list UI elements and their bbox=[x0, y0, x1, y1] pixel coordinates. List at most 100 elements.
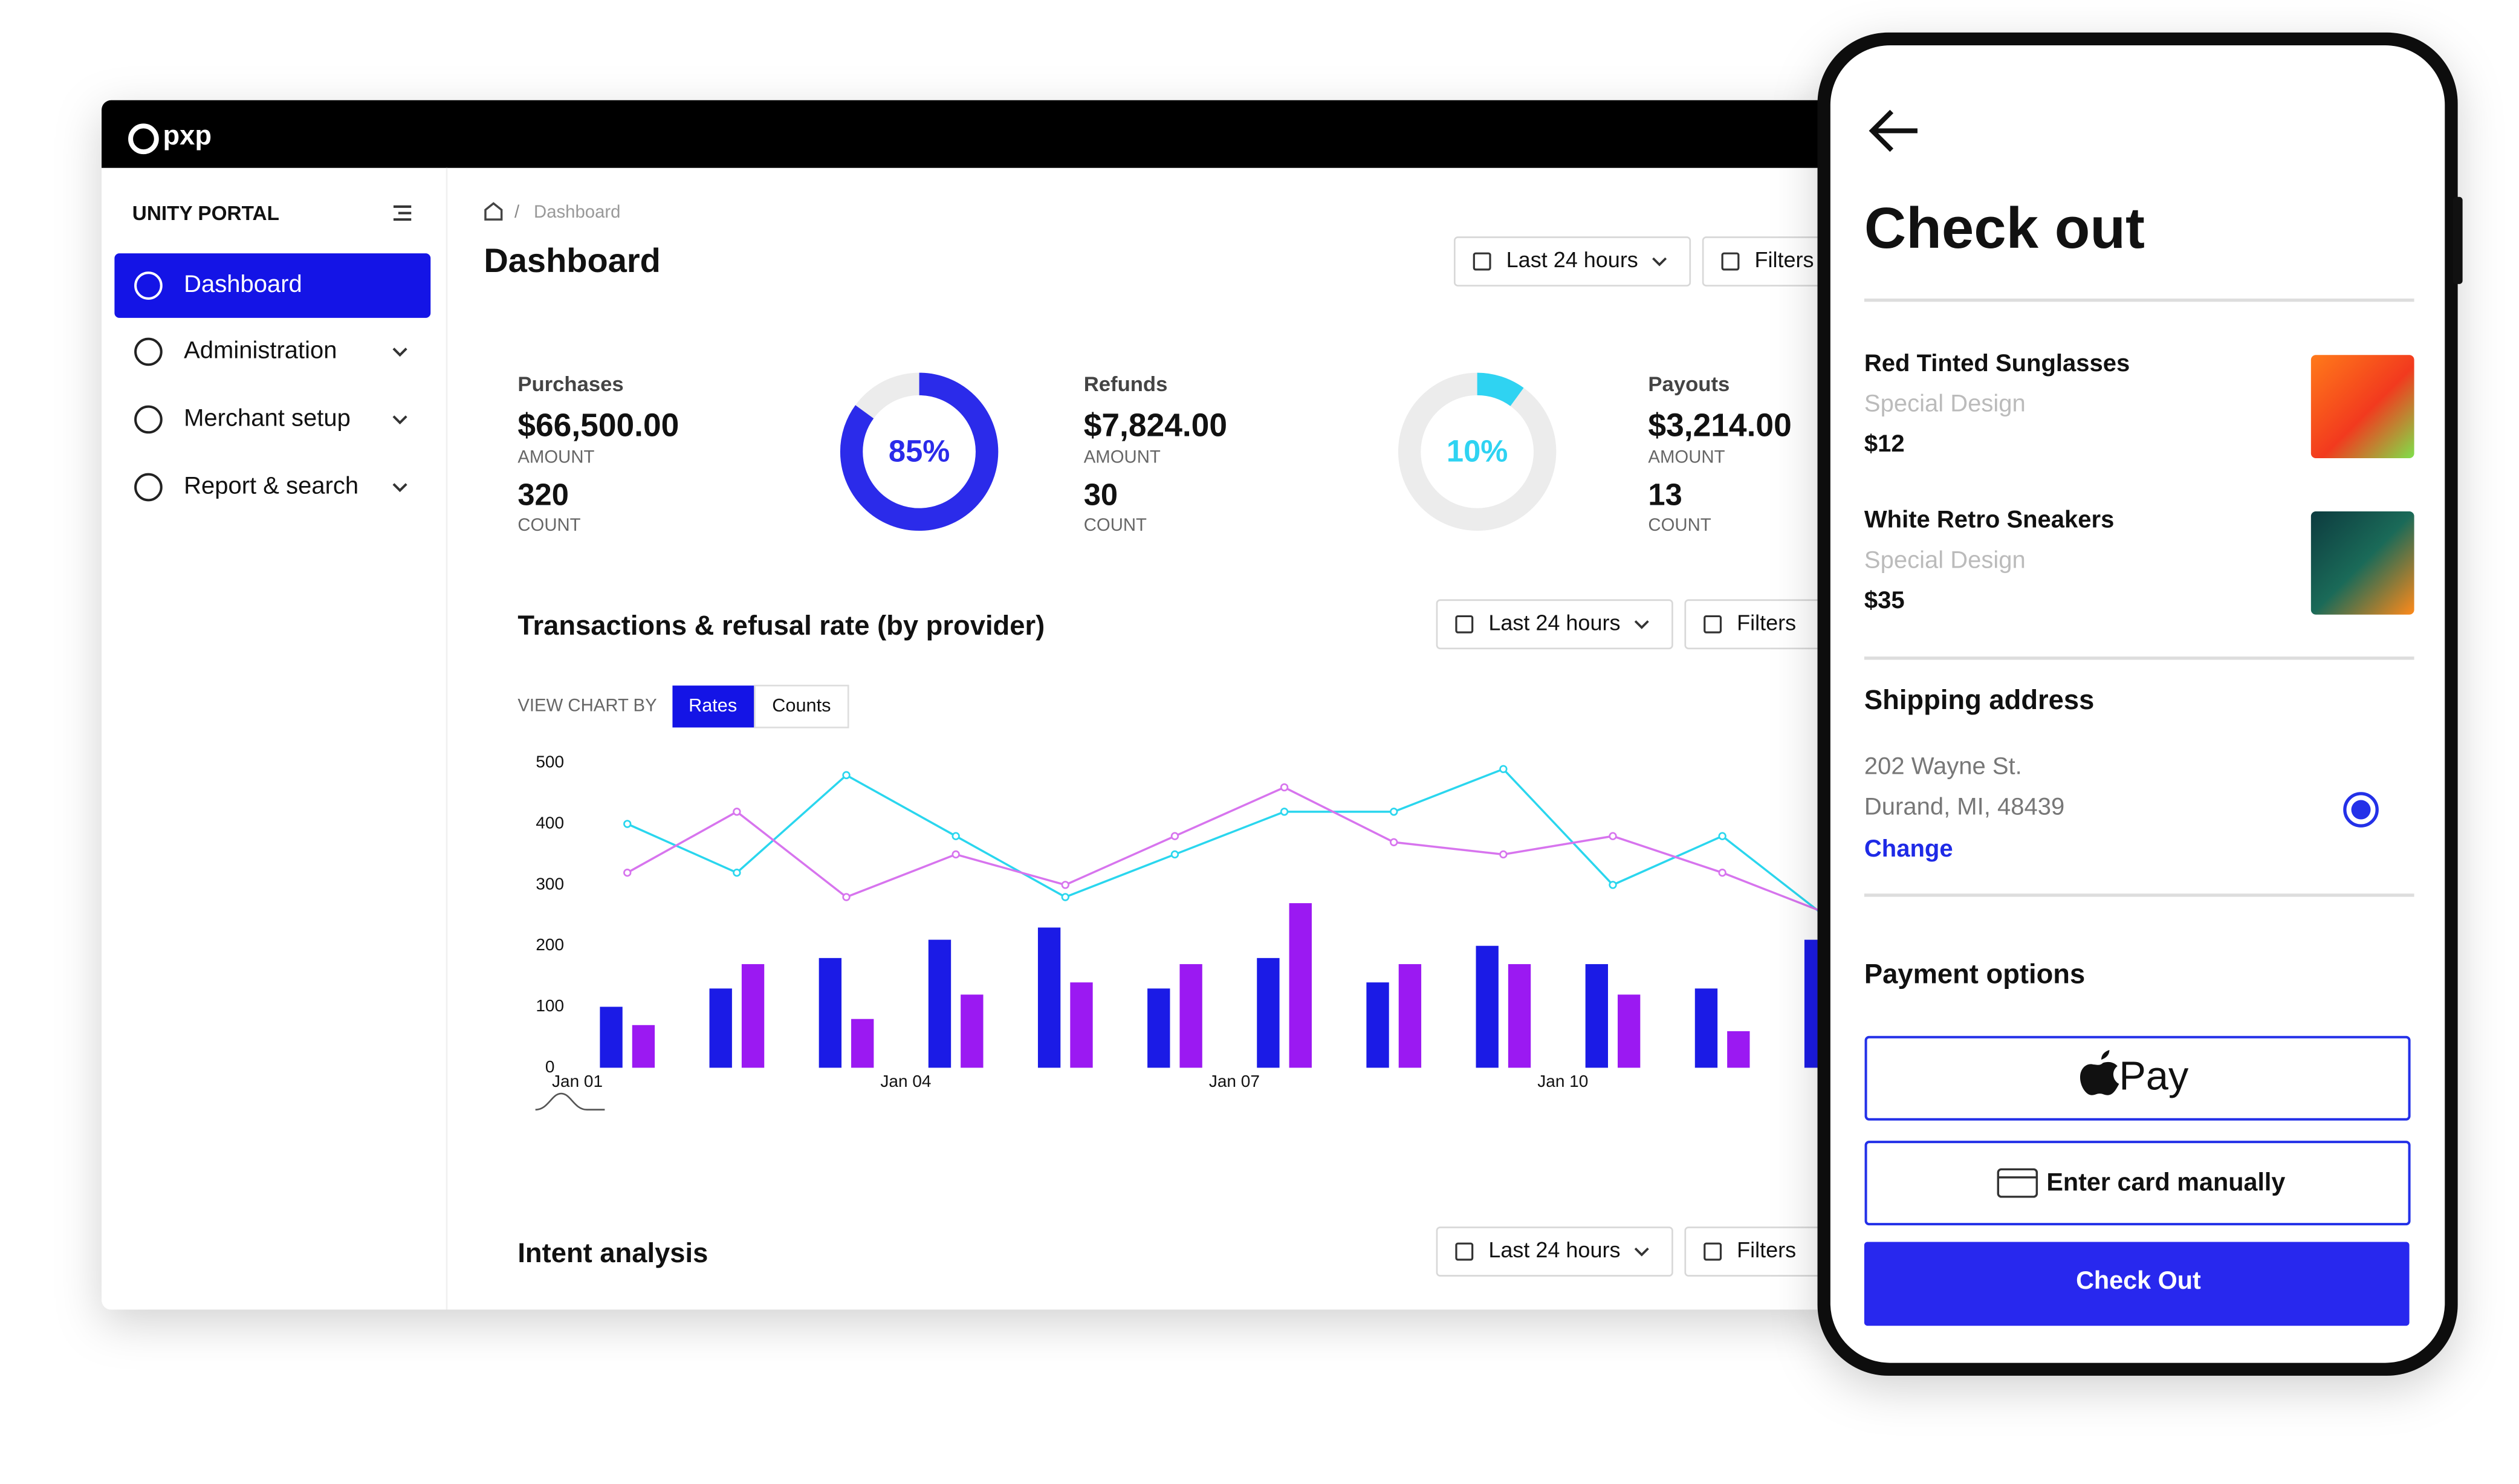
line-point bbox=[1061, 893, 1069, 901]
stat-amount: $66,500.00 bbox=[517, 407, 679, 443]
dropdown-label: Last 24 hours bbox=[1488, 1237, 1620, 1262]
bar bbox=[1366, 982, 1389, 1068]
line-point bbox=[1390, 838, 1398, 846]
checkout-title: Check out bbox=[1864, 196, 2145, 261]
card-button[interactable] bbox=[1864, 1141, 2411, 1226]
bar bbox=[709, 988, 732, 1068]
nav-icon bbox=[134, 271, 163, 300]
bar bbox=[1618, 994, 1641, 1068]
line-point bbox=[733, 808, 741, 816]
y-tick-label: 400 bbox=[536, 813, 564, 832]
line-point bbox=[1718, 869, 1726, 877]
logo: pxp bbox=[163, 120, 212, 151]
nav-icon bbox=[134, 337, 163, 366]
bar bbox=[819, 957, 842, 1068]
page-title: Dashboard bbox=[484, 241, 661, 279]
nav-icon bbox=[134, 473, 163, 502]
line-point bbox=[842, 893, 851, 901]
back-arrow[interactable] bbox=[1869, 109, 1918, 152]
stat-count-label: COUNT bbox=[517, 515, 580, 535]
line-point bbox=[842, 771, 851, 780]
bar bbox=[1257, 957, 1280, 1068]
line-point bbox=[1609, 881, 1617, 889]
checkout-button[interactable] bbox=[1864, 1242, 2410, 1326]
line-point bbox=[1280, 783, 1289, 792]
bar bbox=[1508, 964, 1531, 1068]
line-point bbox=[733, 869, 741, 877]
chevron bbox=[1652, 257, 1667, 267]
line-point bbox=[623, 820, 632, 828]
product-image bbox=[2310, 511, 2414, 615]
breadcrumb: Dashboard bbox=[534, 202, 620, 222]
line-point bbox=[1061, 881, 1069, 889]
toggle-inactive[interactable] bbox=[754, 684, 849, 728]
bar bbox=[600, 1006, 623, 1068]
bar bbox=[1289, 903, 1312, 1068]
item-subtitle: Special Design bbox=[1864, 546, 2026, 573]
toggle-label: Counts bbox=[772, 695, 831, 716]
dropdown-label: Filters bbox=[1754, 247, 1814, 272]
item-name: White Retro Sneakers bbox=[1864, 507, 2114, 533]
change-link[interactable]: Change bbox=[1864, 835, 1953, 862]
donut-arc bbox=[840, 372, 999, 531]
breadcrumb-sep: / bbox=[514, 202, 520, 222]
y-tick-label: 100 bbox=[536, 996, 564, 1015]
stat-count-label: COUNT bbox=[1084, 515, 1147, 535]
view-by-label: VIEW CHART BY bbox=[517, 696, 656, 716]
section-title: Payment options bbox=[1864, 958, 2085, 989]
line-point bbox=[1170, 832, 1179, 840]
stat-amount-label: AMOUNT bbox=[517, 447, 594, 467]
donut-label: 10% bbox=[1447, 433, 1508, 468]
line-point bbox=[952, 850, 960, 859]
phone-screen bbox=[1830, 45, 2445, 1363]
apple-pay-button[interactable] bbox=[1864, 1035, 2411, 1121]
dropdown[interactable] bbox=[1436, 1226, 1673, 1277]
nav-icon bbox=[134, 405, 163, 434]
checkout-button-label: Check Out bbox=[2076, 1266, 2201, 1294]
card-icon bbox=[1997, 1168, 2038, 1198]
nav-item: Report & search bbox=[184, 473, 358, 499]
calendar-icon bbox=[1455, 1242, 1474, 1261]
bar bbox=[1585, 964, 1608, 1068]
bar bbox=[1179, 964, 1202, 1068]
line-point bbox=[1499, 850, 1508, 859]
toggle-active[interactable] bbox=[672, 685, 755, 728]
y-tick-label: 0 bbox=[545, 1057, 555, 1076]
chevron bbox=[1634, 620, 1649, 629]
stat-amount-label: AMOUNT bbox=[1084, 447, 1161, 467]
collapse-icon bbox=[393, 205, 412, 221]
dropdown-label: Filters bbox=[1737, 1237, 1796, 1262]
y-tick-label: 200 bbox=[536, 935, 564, 954]
stat-count-label: COUNT bbox=[1648, 515, 1711, 535]
address-line: Durand, MI, 48439 bbox=[1864, 793, 2064, 820]
filter-icon bbox=[1721, 252, 1740, 271]
stat-label: Purchases bbox=[517, 373, 623, 396]
chevron bbox=[1634, 1247, 1649, 1257]
x-tick-label: Jan 07 bbox=[1209, 1072, 1260, 1090]
toggle-label: Rates bbox=[689, 695, 737, 716]
dropdown[interactable] bbox=[1453, 236, 1691, 287]
line-point bbox=[1280, 808, 1289, 816]
stat-label: Payouts bbox=[1648, 373, 1730, 396]
line bbox=[626, 786, 1832, 916]
x-tick-label: Jan 10 bbox=[1537, 1072, 1588, 1090]
bar bbox=[1037, 927, 1061, 1068]
home-icon bbox=[484, 202, 503, 221]
sidebar-title: UNITY PORTAL bbox=[132, 203, 279, 225]
dropdown[interactable] bbox=[1436, 599, 1673, 650]
x-tick-label: Jan 01 bbox=[552, 1072, 603, 1090]
line-point bbox=[1609, 832, 1617, 840]
stat-amount: $7,824.00 bbox=[1084, 407, 1227, 443]
logo-icon bbox=[128, 123, 159, 155]
bar bbox=[1476, 945, 1499, 1068]
radio-inner bbox=[2351, 800, 2371, 820]
minimap bbox=[535, 1092, 605, 1111]
y-tick-label: 300 bbox=[536, 874, 564, 893]
nav-active[interactable] bbox=[114, 253, 431, 318]
bar bbox=[1398, 964, 1422, 1068]
dropdown-label: Last 24 hours bbox=[1506, 247, 1638, 272]
line-point bbox=[952, 832, 960, 840]
radio-outer[interactable] bbox=[2343, 792, 2379, 828]
